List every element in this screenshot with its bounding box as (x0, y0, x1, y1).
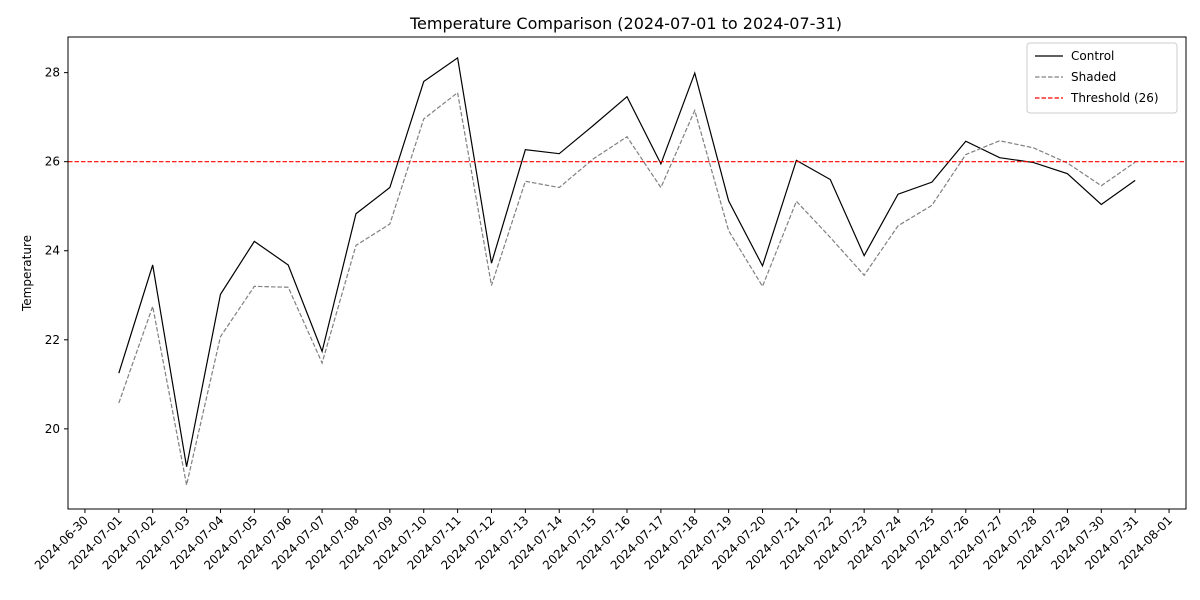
plot-series-layer (118, 56, 1136, 486)
x-axis: 2024-06-302024-07-012024-07-022024-07-03… (32, 509, 1175, 572)
legend-box (1026, 42, 1178, 114)
y-tick-label: 26 (45, 155, 60, 169)
y-tick-label: 22 (45, 333, 60, 347)
y-tick-label: 28 (45, 66, 60, 80)
legend-label-shaded: Shaded (1071, 70, 1116, 84)
legend-label-control: Control (1071, 49, 1114, 63)
plot-frame (67, 36, 1187, 510)
y-axis: 20 22 24 26 28 (45, 66, 68, 436)
series-line-control (118, 56, 1136, 467)
legend: Control Shaded Threshold (26) (1026, 42, 1178, 114)
legend-label-threshold: Threshold (26) (1070, 91, 1159, 105)
y-tick-label: 20 (45, 422, 60, 436)
series-line-shaded (118, 91, 1136, 486)
chart-title: Temperature Comparison (2024-07-01 to 20… (409, 14, 842, 33)
y-axis-title: Temperature (20, 235, 34, 312)
y-tick-label: 24 (45, 244, 60, 258)
